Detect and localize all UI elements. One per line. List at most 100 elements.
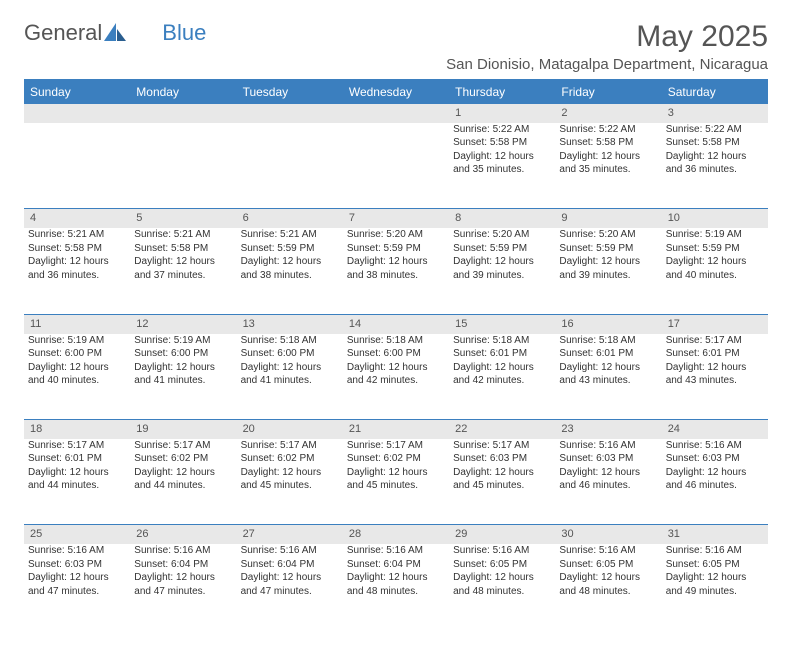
day-cell: Sunrise: 5:21 AMSunset: 5:58 PMDaylight:…: [24, 228, 130, 314]
day-number: 9: [555, 209, 661, 228]
weekday-header-row: Sunday Monday Tuesday Wednesday Thursday…: [24, 81, 768, 104]
day-cell: Sunrise: 5:16 AMSunset: 6:03 PMDaylight:…: [662, 439, 768, 525]
day-line: Sunrise: 5:16 AM: [666, 439, 764, 453]
day-cell: Sunrise: 5:21 AMSunset: 5:59 PMDaylight:…: [237, 228, 343, 314]
daynum-row: 18192021222324: [24, 420, 768, 439]
day-number: 7: [343, 209, 449, 228]
day-cell: Sunrise: 5:16 AMSunset: 6:04 PMDaylight:…: [237, 544, 343, 630]
day-line: and 43 minutes.: [559, 374, 657, 388]
day-line: Sunrise: 5:18 AM: [559, 334, 657, 348]
day-line: Sunset: 5:59 PM: [453, 242, 551, 256]
day-number: 26: [130, 525, 236, 544]
day-detail-row: Sunrise: 5:16 AMSunset: 6:03 PMDaylight:…: [24, 544, 768, 630]
day-number: 6: [237, 209, 343, 228]
day-cell: Sunrise: 5:16 AMSunset: 6:05 PMDaylight:…: [555, 544, 661, 630]
day-line: and 38 minutes.: [347, 269, 445, 283]
day-line: and 47 minutes.: [28, 585, 126, 599]
day-line: Daylight: 12 hours: [453, 571, 551, 585]
day-detail-row: Sunrise: 5:19 AMSunset: 6:00 PMDaylight:…: [24, 334, 768, 420]
day-line: Sunset: 5:59 PM: [347, 242, 445, 256]
day-line: Daylight: 12 hours: [134, 361, 232, 375]
day-line: Sunrise: 5:16 AM: [453, 544, 551, 558]
day-line: Daylight: 12 hours: [28, 466, 126, 480]
day-line: Sunset: 6:03 PM: [453, 452, 551, 466]
day-cell: [343, 123, 449, 209]
day-number: 14: [343, 314, 449, 333]
day-line: Sunset: 5:58 PM: [453, 136, 551, 150]
day-number: 3: [662, 104, 768, 123]
daynum-row: 25262728293031: [24, 525, 768, 544]
day-number: 16: [555, 314, 661, 333]
day-line: Sunset: 6:04 PM: [347, 558, 445, 572]
day-line: Sunset: 6:03 PM: [666, 452, 764, 466]
day-number: 17: [662, 314, 768, 333]
day-line: Sunrise: 5:21 AM: [134, 228, 232, 242]
day-number: 2: [555, 104, 661, 123]
day-cell: Sunrise: 5:19 AMSunset: 6:00 PMDaylight:…: [130, 334, 236, 420]
day-line: Daylight: 12 hours: [666, 466, 764, 480]
weekday-header: Wednesday: [343, 81, 449, 104]
day-cell: Sunrise: 5:22 AMSunset: 5:58 PMDaylight:…: [555, 123, 661, 209]
day-number: [237, 104, 343, 123]
day-cell: Sunrise: 5:20 AMSunset: 5:59 PMDaylight:…: [449, 228, 555, 314]
daynum-row: 45678910: [24, 209, 768, 228]
day-line: Sunset: 6:01 PM: [666, 347, 764, 361]
day-cell: Sunrise: 5:21 AMSunset: 5:58 PMDaylight:…: [130, 228, 236, 314]
weekday-header: Monday: [130, 81, 236, 104]
day-cell: Sunrise: 5:17 AMSunset: 6:02 PMDaylight:…: [343, 439, 449, 525]
day-line: and 49 minutes.: [666, 585, 764, 599]
day-line: Daylight: 12 hours: [559, 255, 657, 269]
day-number: 23: [555, 420, 661, 439]
day-cell: [130, 123, 236, 209]
day-number: 20: [237, 420, 343, 439]
day-line: Daylight: 12 hours: [28, 571, 126, 585]
brand-part1: General: [24, 20, 102, 46]
day-line: and 42 minutes.: [453, 374, 551, 388]
day-number: 5: [130, 209, 236, 228]
day-line: Sunrise: 5:22 AM: [559, 123, 657, 137]
day-line: and 35 minutes.: [559, 163, 657, 177]
day-line: Daylight: 12 hours: [666, 571, 764, 585]
day-cell: Sunrise: 5:18 AMSunset: 6:00 PMDaylight:…: [343, 334, 449, 420]
day-line: Daylight: 12 hours: [559, 571, 657, 585]
day-line: Daylight: 12 hours: [666, 255, 764, 269]
day-line: Sunset: 6:00 PM: [28, 347, 126, 361]
day-line: and 41 minutes.: [241, 374, 339, 388]
day-line: and 45 minutes.: [453, 479, 551, 493]
day-line: Sunset: 5:58 PM: [666, 136, 764, 150]
day-line: and 45 minutes.: [241, 479, 339, 493]
day-line: Sunset: 6:00 PM: [347, 347, 445, 361]
day-line: Daylight: 12 hours: [559, 466, 657, 480]
day-line: Sunset: 6:03 PM: [28, 558, 126, 572]
day-line: Sunset: 6:02 PM: [347, 452, 445, 466]
day-line: Sunrise: 5:22 AM: [453, 123, 551, 137]
day-cell: Sunrise: 5:16 AMSunset: 6:04 PMDaylight:…: [130, 544, 236, 630]
day-detail-row: Sunrise: 5:21 AMSunset: 5:58 PMDaylight:…: [24, 228, 768, 314]
day-cell: Sunrise: 5:16 AMSunset: 6:03 PMDaylight:…: [24, 544, 130, 630]
day-line: Daylight: 12 hours: [241, 255, 339, 269]
day-line: Sunrise: 5:19 AM: [28, 334, 126, 348]
weekday-header: Thursday: [449, 81, 555, 104]
day-line: Sunrise: 5:21 AM: [241, 228, 339, 242]
day-line: Daylight: 12 hours: [453, 150, 551, 164]
calendar-body: 123Sunrise: 5:22 AMSunset: 5:58 PMDaylig…: [24, 104, 768, 631]
day-cell: Sunrise: 5:17 AMSunset: 6:03 PMDaylight:…: [449, 439, 555, 525]
day-cell: Sunrise: 5:22 AMSunset: 5:58 PMDaylight:…: [662, 123, 768, 209]
day-line: Sunrise: 5:17 AM: [347, 439, 445, 453]
month-title: May 2025: [446, 20, 768, 54]
day-number: 27: [237, 525, 343, 544]
day-line: Sunrise: 5:16 AM: [134, 544, 232, 558]
day-line: Sunrise: 5:16 AM: [28, 544, 126, 558]
day-line: and 41 minutes.: [134, 374, 232, 388]
day-cell: Sunrise: 5:16 AMSunset: 6:04 PMDaylight:…: [343, 544, 449, 630]
day-line: Daylight: 12 hours: [559, 150, 657, 164]
day-number: 8: [449, 209, 555, 228]
day-line: and 36 minutes.: [28, 269, 126, 283]
day-line: and 44 minutes.: [134, 479, 232, 493]
day-line: Daylight: 12 hours: [134, 571, 232, 585]
day-line: Sunset: 5:58 PM: [134, 242, 232, 256]
day-line: and 36 minutes.: [666, 163, 764, 177]
day-cell: Sunrise: 5:16 AMSunset: 6:05 PMDaylight:…: [662, 544, 768, 630]
day-line: Sunset: 5:58 PM: [28, 242, 126, 256]
weekday-header: Sunday: [24, 81, 130, 104]
